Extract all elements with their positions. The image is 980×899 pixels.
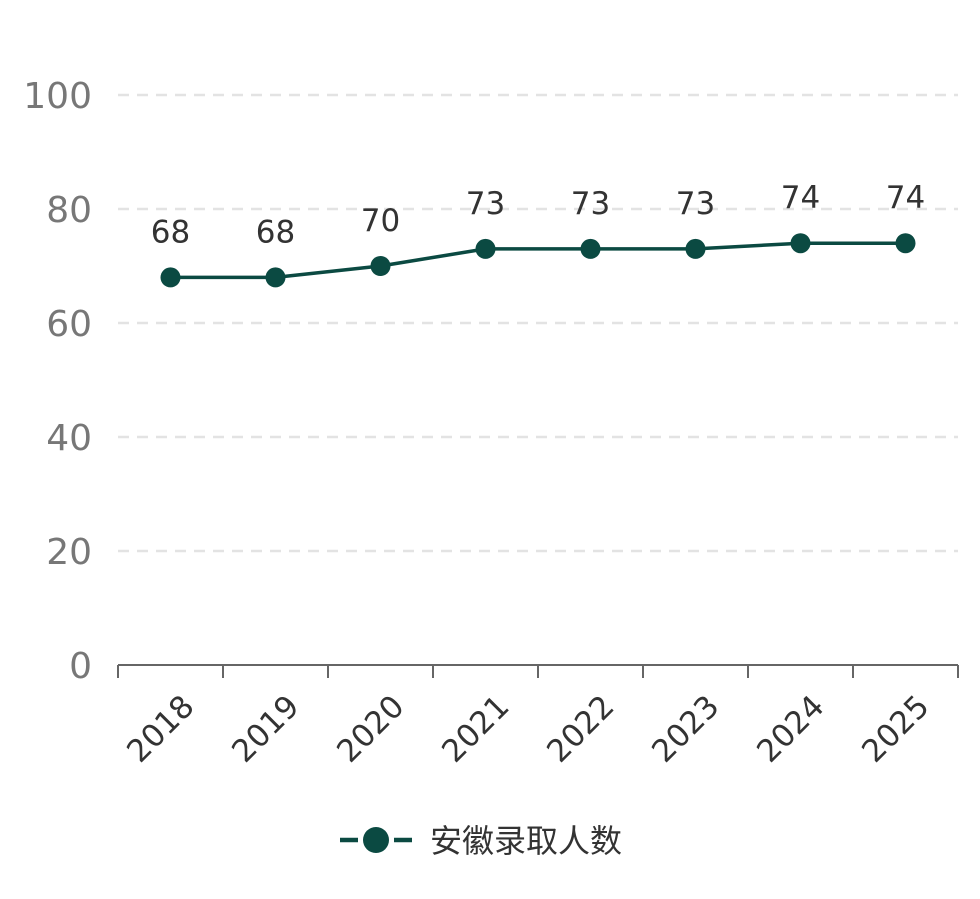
data-label: 73 (466, 186, 505, 222)
y-axis: 0 20 40 60 80 100 (23, 76, 92, 687)
series-layer (160, 233, 916, 288)
data-label: 70 (361, 203, 400, 239)
grid-lines (118, 93, 958, 553)
data-point (370, 256, 391, 276)
data-labels: 68 68 70 73 73 73 74 74 (151, 180, 925, 250)
x-tick-label: 2023 (645, 689, 726, 770)
legend-label: 安徽录取人数 (430, 822, 622, 860)
data-label: 73 (571, 186, 610, 222)
data-label: 68 (256, 214, 295, 250)
data-label: 68 (151, 214, 190, 250)
data-point (685, 238, 706, 259)
data-label: 73 (676, 186, 715, 222)
legend[interactable]: 安徽录取人数 (340, 822, 622, 860)
data-point (265, 267, 286, 288)
data-label: 74 (886, 180, 925, 216)
legend-marker (363, 827, 389, 853)
y-tick-label: 100 (23, 76, 92, 117)
x-tick-label: 2022 (540, 689, 621, 770)
x-tick-label: 2019 (225, 689, 306, 770)
x-tick-label: 2020 (330, 689, 411, 770)
y-tick-label: 0 (69, 646, 92, 687)
x-tick-label: 2021 (435, 689, 516, 770)
x-tick-label: 2018 (120, 689, 201, 770)
series-line (170, 241, 906, 280)
data-point (160, 267, 181, 288)
data-point (580, 238, 601, 259)
y-tick-label: 40 (46, 418, 92, 459)
data-point (895, 233, 916, 254)
x-tick-label: 2025 (855, 689, 936, 770)
x-axis: 2018 2019 2020 2021 2022 2023 2024 2025 (117, 664, 959, 770)
y-tick-label: 80 (46, 190, 92, 231)
data-point (790, 233, 811, 254)
data-label: 74 (781, 180, 820, 216)
data-point (475, 238, 496, 259)
x-tick-label: 2024 (750, 689, 831, 770)
y-tick-label: 20 (46, 532, 92, 573)
y-tick-label: 60 (46, 304, 92, 345)
